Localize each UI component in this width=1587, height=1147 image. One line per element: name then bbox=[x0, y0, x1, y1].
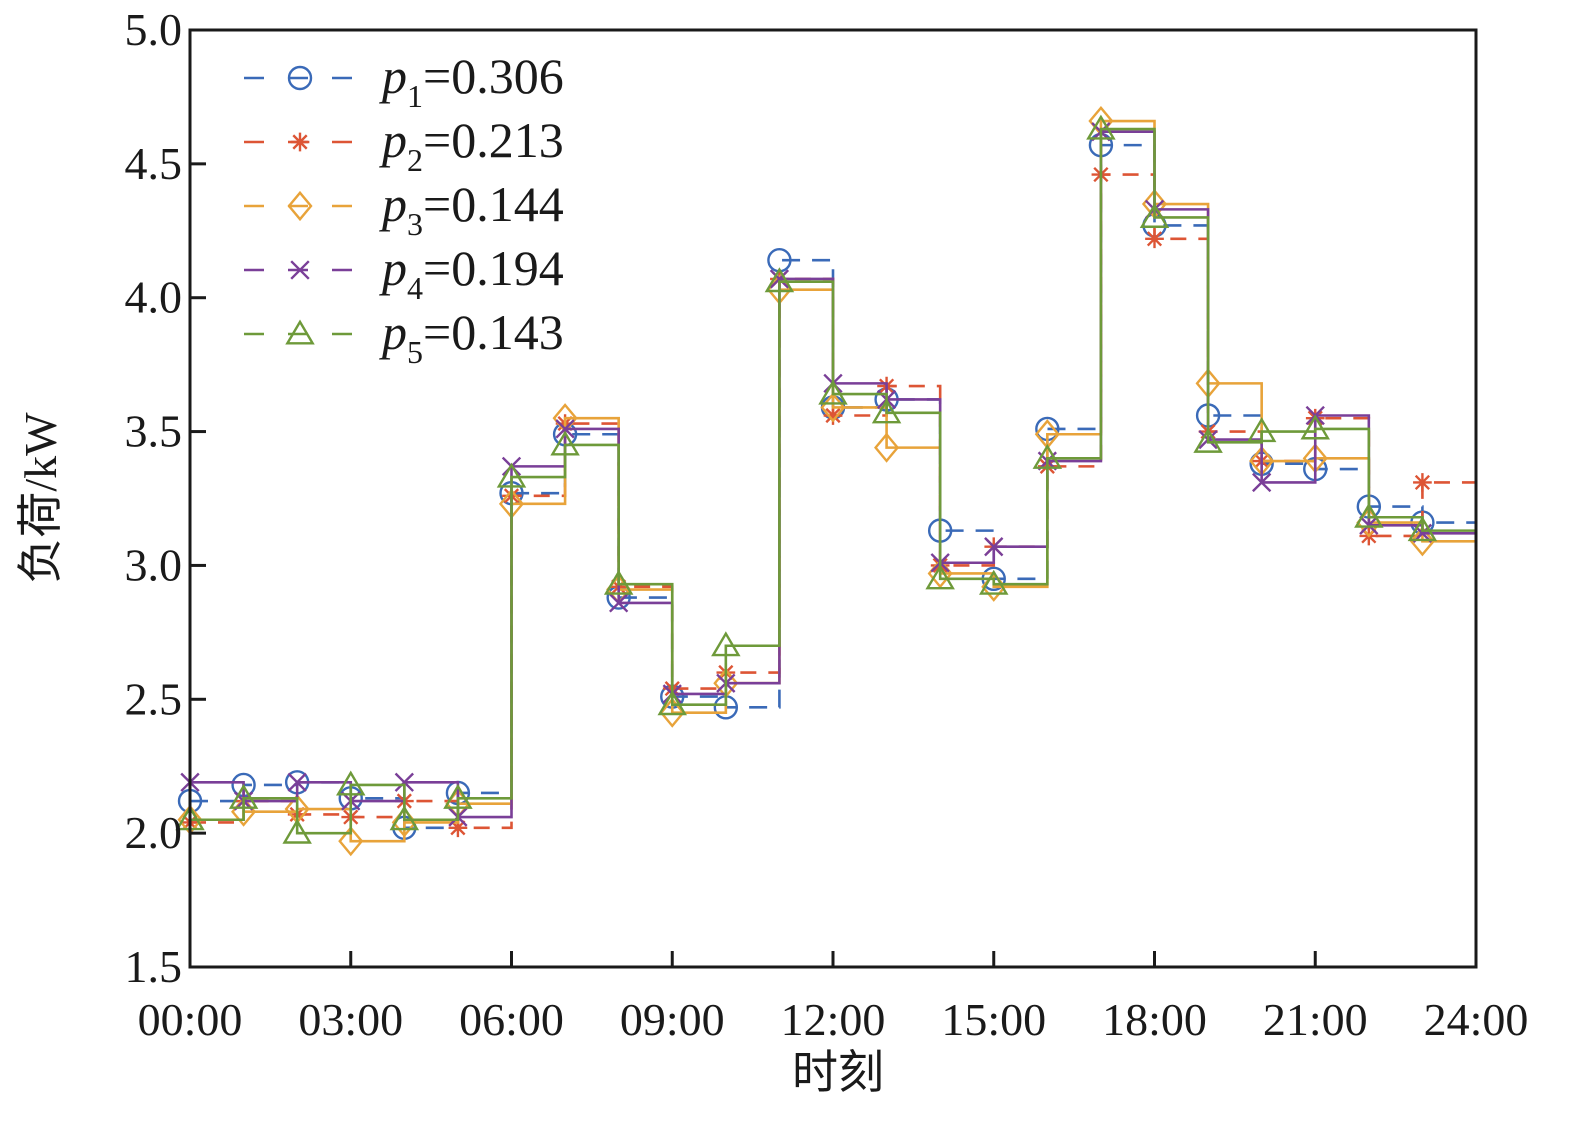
series-2 bbox=[180, 165, 1476, 838]
x-tick-label: 18:00 bbox=[1102, 994, 1207, 1045]
series-5-point bbox=[389, 805, 420, 831]
y-tick-label: 1.5 bbox=[125, 941, 183, 992]
series-5-point bbox=[443, 783, 473, 809]
series-2-point bbox=[448, 818, 468, 838]
series-5 bbox=[175, 114, 1476, 844]
legend-entry: p5=0.143 bbox=[244, 304, 564, 370]
series-5-point bbox=[764, 267, 795, 293]
series-5-line bbox=[190, 127, 1476, 835]
legend-label: p1=0.306 bbox=[379, 48, 564, 114]
plot-frame bbox=[188, 28, 1478, 969]
series-5-point bbox=[1354, 502, 1384, 528]
legend-label: p3=0.144 bbox=[379, 176, 564, 242]
x-tick-label: 15:00 bbox=[941, 994, 1046, 1045]
legend-entry: p1=0.306 bbox=[244, 48, 564, 114]
series-3 bbox=[177, 105, 1476, 857]
series-4-point bbox=[287, 772, 307, 792]
y-tick-label: 2.0 bbox=[125, 807, 183, 858]
y-tick-label: 3.5 bbox=[125, 406, 183, 457]
series-4-line bbox=[190, 130, 1476, 819]
series-4-point bbox=[609, 593, 629, 613]
x-tick-label: 06:00 bbox=[459, 994, 564, 1045]
series-layer bbox=[175, 105, 1476, 857]
x-tick-label: 12:00 bbox=[781, 994, 886, 1045]
series-5-point bbox=[282, 818, 312, 844]
series-2-point bbox=[1145, 229, 1164, 249]
series-5-point bbox=[1032, 443, 1063, 469]
series-5-point bbox=[1246, 417, 1277, 443]
y-tick-label: 4.0 bbox=[125, 272, 183, 323]
legend-marker bbox=[287, 190, 313, 222]
series-4-point bbox=[1252, 472, 1272, 493]
legend-label: p4=0.194 bbox=[379, 240, 564, 306]
series-5-point bbox=[1086, 114, 1116, 140]
series-5-point bbox=[711, 631, 741, 657]
series-5-point bbox=[1300, 414, 1331, 440]
series-1 bbox=[177, 132, 1476, 840]
x-tick-label: 03:00 bbox=[298, 994, 403, 1045]
axis-layer: 1.5 2.0 2.5 3.0 3.5 4.0 4.5 5.0 00:00 03:00 06:00 0… bbox=[125, 4, 1529, 1045]
series-3-point bbox=[874, 432, 900, 463]
legend-entry: p3=0.144 bbox=[244, 176, 564, 242]
y-tick-label: 2.5 bbox=[125, 673, 183, 724]
x-tick-label: 09:00 bbox=[620, 994, 725, 1045]
x-tick-label: 00:00 bbox=[138, 994, 243, 1045]
series-5-point bbox=[818, 379, 848, 405]
series-4 bbox=[180, 122, 1476, 827]
series-4-point bbox=[1359, 515, 1379, 535]
series-4-point bbox=[769, 269, 790, 289]
series-5-point bbox=[335, 770, 366, 796]
series-2-point bbox=[823, 406, 843, 425]
series-3-point bbox=[1409, 526, 1435, 557]
legend-marker bbox=[290, 260, 310, 280]
series-5-point bbox=[925, 564, 955, 590]
legend-marker bbox=[285, 319, 315, 345]
legend-entry: p4=0.194 bbox=[244, 240, 564, 306]
series-4-point bbox=[984, 537, 1004, 557]
x-tick-label: 24:00 bbox=[1424, 994, 1529, 1045]
series-3-point bbox=[659, 697, 685, 728]
y-axis-label: 负荷/kW bbox=[15, 412, 66, 584]
series-5-point bbox=[228, 783, 259, 809]
legend-label: p5=0.143 bbox=[379, 304, 564, 370]
series-2-point bbox=[1413, 473, 1432, 492]
legend-marker bbox=[287, 65, 313, 91]
x-axis-label: 时刻 bbox=[792, 1047, 884, 1098]
series-4-point bbox=[394, 772, 414, 792]
series-5-point bbox=[1193, 427, 1223, 453]
series-5-point bbox=[1139, 202, 1170, 228]
series-5-point bbox=[496, 462, 527, 488]
legend-entry: p2=0.213 bbox=[244, 112, 564, 178]
y-tick-label: 4.5 bbox=[125, 138, 183, 189]
series-5-point bbox=[603, 569, 634, 595]
series-5-point bbox=[978, 569, 1009, 595]
series-3-point bbox=[338, 826, 364, 857]
x-tick-label: 21:00 bbox=[1263, 994, 1368, 1045]
y-tick-label: 5.0 bbox=[125, 4, 183, 55]
series-5-point bbox=[657, 690, 688, 716]
series-5-point bbox=[1407, 516, 1438, 542]
y-tick-label: 3.0 bbox=[125, 539, 183, 590]
legend-label: p2=0.213 bbox=[379, 112, 564, 178]
series-4-point bbox=[555, 419, 575, 439]
series-5-point bbox=[871, 398, 902, 424]
series-5-point bbox=[550, 430, 580, 456]
legend-marker bbox=[290, 132, 310, 152]
